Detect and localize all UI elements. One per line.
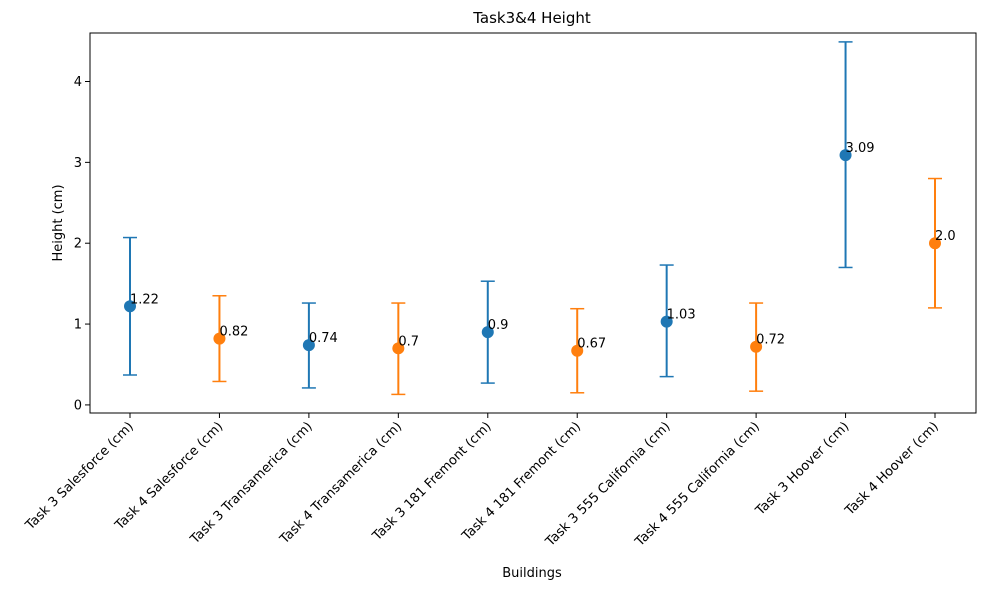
- data-point: [750, 340, 763, 353]
- x-tick-label: Task 4 Hoover (cm): [842, 419, 942, 519]
- data-point: [392, 342, 405, 355]
- value-label: 0.82: [219, 325, 248, 340]
- y-tick-label: 2: [74, 237, 82, 252]
- value-label: 0.9: [488, 318, 509, 333]
- data-point: [481, 326, 494, 339]
- y-tick-label: 3: [74, 156, 82, 171]
- data-point: [571, 344, 584, 357]
- data-point: [213, 332, 226, 345]
- y-tick-label: 4: [74, 75, 82, 90]
- data-point: [302, 339, 315, 352]
- value-label: 2.0: [935, 229, 956, 244]
- value-labels: 1.22 0.82 0.74 0.7 0.9 0.67 1.03 0.72 3.09 2.0: [130, 141, 956, 352]
- value-label: 0.67: [577, 337, 606, 352]
- y-tick-label: 0: [74, 398, 82, 413]
- data-point: [660, 315, 673, 328]
- error-bars: [123, 41, 942, 396]
- value-label: 3.09: [846, 141, 875, 156]
- data-point: [124, 300, 136, 313]
- x-axis: Task 3 Salesforce (cm)Task 4 Salesforce …: [22, 413, 942, 550]
- data-point: [929, 237, 941, 250]
- data-point: [839, 149, 852, 162]
- value-label: 1.22: [130, 292, 159, 307]
- data-points: [124, 149, 941, 357]
- value-label: 0.74: [309, 331, 338, 346]
- value-label: 0.7: [398, 334, 419, 349]
- value-label: 0.72: [756, 333, 785, 348]
- chart-title: Task3&4 Height: [472, 9, 591, 27]
- y-axis-label: Height (cm): [51, 184, 66, 261]
- y-tick-label: 1: [74, 318, 82, 333]
- y-axis: 0 1 2 3 4: [74, 75, 90, 413]
- plot-area: [89, 32, 977, 414]
- x-tick-label: Task 3 Hoover (cm): [752, 419, 852, 519]
- x-axis-label: Buildings: [502, 566, 562, 581]
- value-label: 1.03: [667, 308, 696, 323]
